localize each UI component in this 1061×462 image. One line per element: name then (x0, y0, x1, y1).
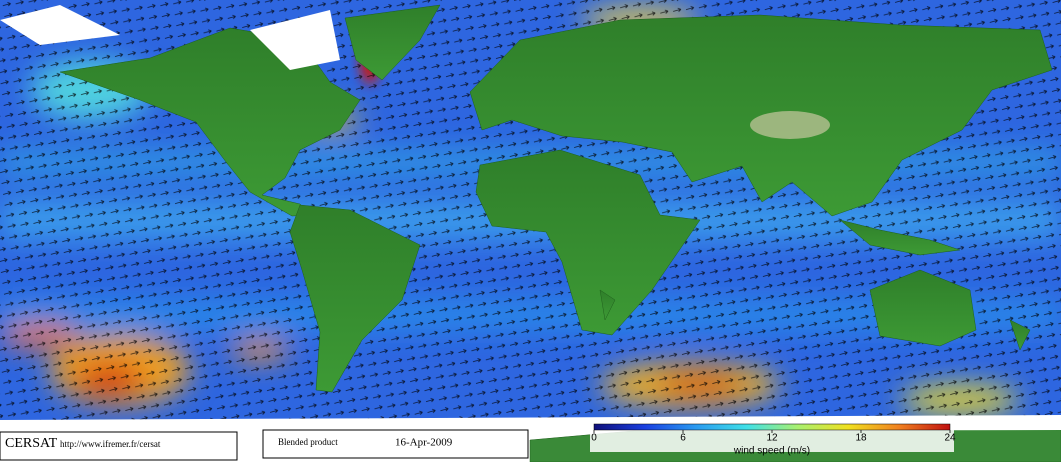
product: Blended product (278, 437, 338, 447)
colorbar (593, 423, 951, 431)
logo-box (0, 431, 238, 461)
colorbar-label: wind speed (m/s) (733, 446, 810, 457)
logo: CERSAT (5, 436, 58, 451)
date: 16-Apr-2009 (395, 437, 453, 449)
url[interactable]: http://www.ifremer.fr/cersat (60, 439, 161, 449)
colorbar-tick-label: 6 (680, 433, 686, 444)
plateau (750, 111, 830, 139)
product-box (262, 429, 529, 459)
colorbar-tick-label: 12 (766, 433, 778, 444)
colorbar-tick-label: 24 (944, 433, 956, 444)
colorbar-tick-label: 0 (591, 433, 597, 444)
colorbar-tick-label: 18 (855, 433, 867, 444)
